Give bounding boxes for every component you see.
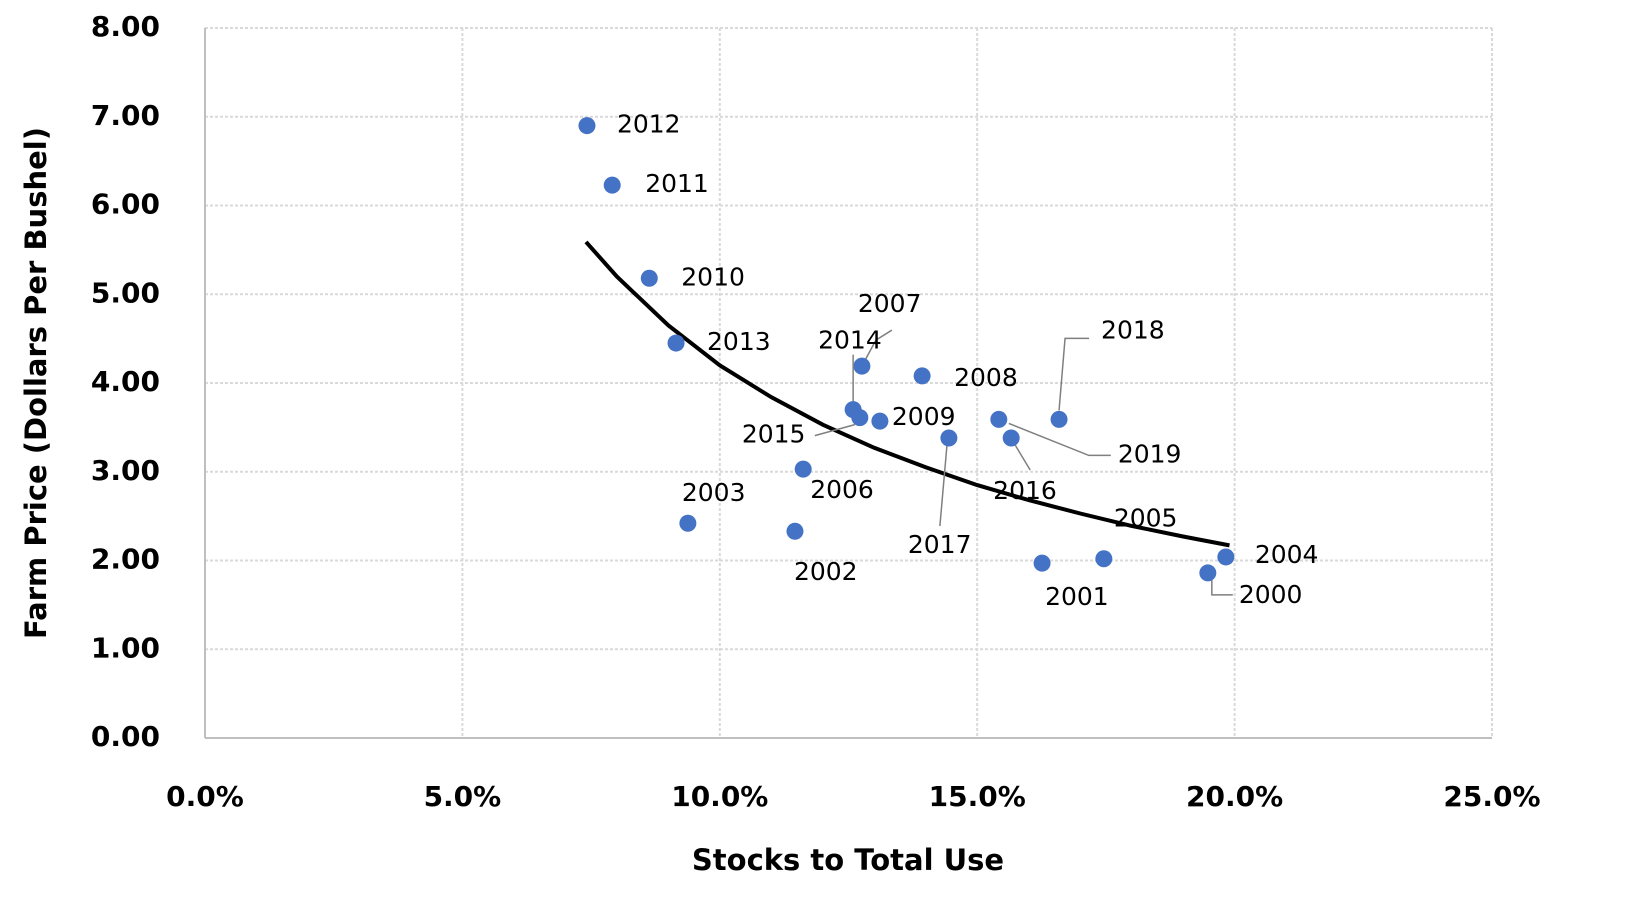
point-label: 2015 [742,420,806,449]
leader-line [939,445,948,527]
x-tick-label: 20.0% [1186,780,1283,813]
point [851,409,869,427]
y-tick-label: 3.00 [91,454,160,487]
point [990,410,1008,428]
point-label: 2019 [1118,439,1182,468]
point [1095,550,1113,568]
point [853,357,871,375]
y-tick-label: 7.00 [91,99,160,132]
leader-line [1058,337,1090,411]
y-tick-label: 1.00 [91,631,160,664]
point [679,514,697,532]
x-tick-label: 5.0% [424,780,502,813]
point-label: 2000 [1239,580,1303,609]
point [913,367,931,385]
point-label: 2005 [1114,504,1178,533]
point [1199,564,1217,582]
point-label: 2009 [892,402,956,431]
point-label: 2007 [858,289,922,318]
y-tick-label: 5.00 [91,276,160,309]
x-tick-label: 0.0% [166,780,244,813]
y-tick-label: 6.00 [91,188,160,221]
point-label: 2003 [682,478,746,507]
point-label: 2011 [645,169,709,198]
point-label: 2010 [681,262,745,291]
y-tick-label: 2.00 [91,543,160,576]
leader-line [814,423,856,437]
point [1217,548,1235,566]
point [667,334,685,352]
x-axis-title: Stocks to Total Use [692,843,1004,877]
leader-line [861,329,893,367]
point-label: 2014 [818,326,882,355]
point [578,117,596,135]
point-label: 2004 [1255,540,1319,569]
point-label: 2013 [707,327,771,356]
point [1050,410,1068,428]
y-tick-label: 0.00 [91,720,160,753]
leader-line [1014,444,1031,471]
point [940,429,958,447]
y-axis-title: Farm Price (Dollars Per Bushel) [19,127,53,639]
leader-line [1008,422,1111,457]
y-tick-label: 8.00 [91,10,160,43]
point [1033,554,1051,572]
x-tick-label: 25.0% [1443,780,1540,813]
point-label: 2006 [810,475,874,504]
point [603,176,621,194]
point-label: 2018 [1101,315,1165,344]
leader-line [1211,579,1233,596]
trendline [584,240,1230,548]
point-label: 2008 [954,363,1018,392]
point [871,412,889,430]
point-label: 2001 [1045,582,1109,611]
y-tick-label: 4.00 [91,365,160,398]
point-label: 2012 [617,110,681,139]
x-tick-label: 15.0% [929,780,1026,813]
point-label: 2017 [908,530,972,559]
point [640,269,658,287]
point [1002,429,1020,447]
point [794,460,812,478]
point-label: 2002 [794,557,858,586]
point [786,522,804,540]
point-label: 2016 [993,476,1057,505]
x-tick-label: 10.0% [671,780,768,813]
